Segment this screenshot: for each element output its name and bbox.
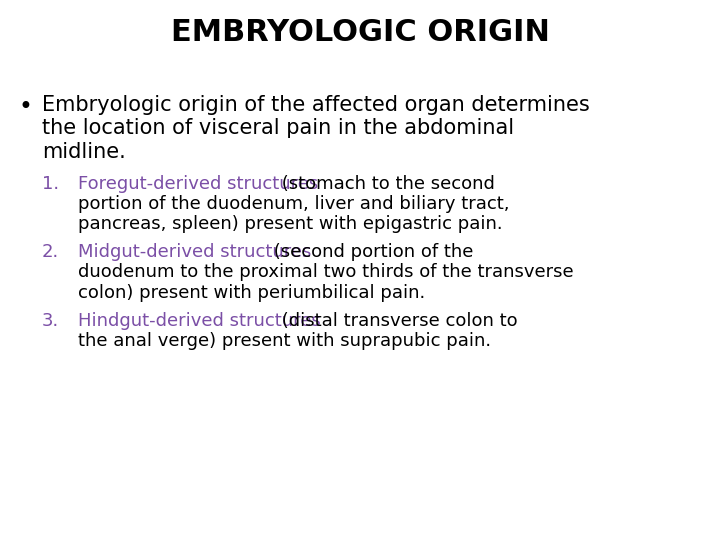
Text: •: • bbox=[18, 95, 32, 119]
Text: the location of visceral pain in the abdominal: the location of visceral pain in the abd… bbox=[42, 118, 514, 138]
Text: colon) present with periumbilical pain.: colon) present with periumbilical pain. bbox=[78, 284, 426, 301]
Text: portion of the duodenum, liver and biliary tract,: portion of the duodenum, liver and bilia… bbox=[78, 195, 510, 213]
Text: (distal transverse colon to: (distal transverse colon to bbox=[276, 312, 518, 329]
Text: duodenum to the proximal two thirds of the transverse: duodenum to the proximal two thirds of t… bbox=[78, 264, 574, 281]
Text: EMBRYOLOGIC ORIGIN: EMBRYOLOGIC ORIGIN bbox=[171, 18, 549, 47]
Text: Embryologic origin of the affected organ determines: Embryologic origin of the affected organ… bbox=[42, 95, 590, 115]
Text: 1.: 1. bbox=[42, 175, 59, 193]
Text: midline.: midline. bbox=[42, 141, 126, 161]
Text: Midgut-derived structures: Midgut-derived structures bbox=[78, 243, 311, 261]
Text: (stomach to the second: (stomach to the second bbox=[276, 175, 495, 193]
Text: pancreas, spleen) present with epigastric pain.: pancreas, spleen) present with epigastri… bbox=[78, 215, 503, 233]
Text: (second portion of the: (second portion of the bbox=[268, 243, 474, 261]
Text: Foregut-derived structures: Foregut-derived structures bbox=[78, 175, 318, 193]
Text: Hindgut-derived structures: Hindgut-derived structures bbox=[78, 312, 320, 329]
Text: 3.: 3. bbox=[42, 312, 59, 329]
Text: 2.: 2. bbox=[42, 243, 59, 261]
Text: the anal verge) present with suprapubic pain.: the anal verge) present with suprapubic … bbox=[78, 332, 491, 350]
